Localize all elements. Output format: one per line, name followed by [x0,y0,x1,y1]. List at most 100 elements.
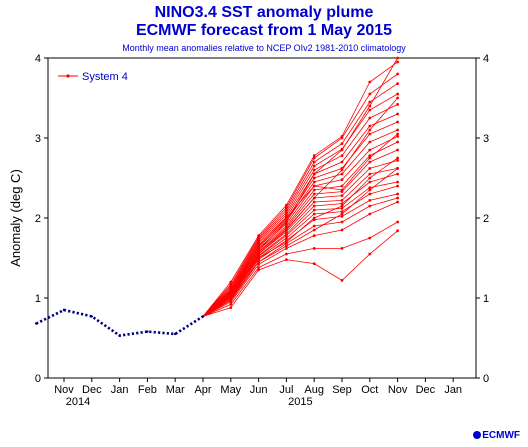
forecast-member-line [202,221,398,317]
forecast-point [285,232,288,236]
forecast-point [340,168,344,172]
forecast-point [257,248,260,252]
forecast-point [229,292,233,296]
forecast-point [368,176,372,180]
x-tick-label: Nov [54,384,74,396]
forecast-point [368,80,372,84]
forecast-point [396,180,399,184]
y-tick-label-right: 3 [483,133,489,145]
forecast-point [368,124,372,128]
forecast-point [396,172,399,176]
forecast-point [396,128,399,132]
legend-label: System 4 [82,71,128,83]
forecast-member-line [202,113,398,317]
forecast-point [368,156,372,160]
forecast-point [368,108,372,112]
forecast-point [257,266,260,269]
forecast-point [368,167,372,170]
y-tick-label-left: 0 [35,373,41,385]
forecast-point [312,208,316,212]
forecast-point [396,148,399,152]
forecast-point [368,148,372,152]
forecast-point [312,212,316,216]
observed-point [62,308,66,312]
forecast-point [285,220,288,224]
forecast-point [312,247,316,250]
forecast-point [368,186,372,190]
forecast-point [340,135,344,138]
forecast-point [340,207,344,210]
observed-line [35,308,204,337]
forecast-point [368,160,372,164]
forecast-subtitle: ECMWF forecast from 1 May 2015 [135,22,393,39]
forecast-point [285,240,288,244]
x-tick-label: Apr [194,384,211,396]
forecast-point [396,135,399,138]
forecast-point [368,180,372,184]
forecast-point [285,224,288,228]
forecast-point [285,203,288,207]
observed-point [90,315,94,318]
forecast-member-line [202,141,398,317]
forecast-point [340,194,344,198]
x-tick-label: Jan [111,384,129,396]
x-tick-label: Feb [138,384,157,396]
forecast-point [396,72,399,76]
forecast-point [368,154,372,158]
forecast-point [340,172,344,176]
logo-text: ECMWF [482,430,520,441]
observed-point [201,315,205,318]
forecast-point [312,196,316,200]
forecast-point [396,103,399,106]
x-tick-label: Oct [361,384,378,396]
x-tick-label: Dec [416,384,436,396]
ecmwf-logo: ECMWF [473,430,520,441]
forecast-point [368,236,372,240]
forecast-point [340,202,344,206]
forecast-member-line [202,197,398,317]
forecast-point [285,228,288,232]
forecast-point [396,159,399,162]
logo-icon [473,431,482,440]
forecast-point [257,234,260,238]
forecast-point [285,236,288,240]
forecast-point [396,140,399,144]
forecast-point [257,260,260,264]
forecast-point [312,164,316,168]
forecast-point [285,213,288,217]
y-tick-label-left: 1 [35,293,41,305]
y-tick-label-right: 0 [483,373,489,385]
forecast-point [396,192,399,196]
forecast-member-line [202,149,398,317]
forecast-member-line [202,57,398,317]
forecast-point [285,206,288,210]
forecast-point [285,208,288,212]
forecast-point [285,247,288,250]
x-tick-label: Nov [388,384,408,396]
forecast-point [368,116,372,120]
forecast-point [340,148,344,152]
forecast-point [285,244,288,248]
forecast-point [285,211,288,214]
forecast-member-line [202,61,398,317]
forecast-point [368,252,372,256]
forecast-point [312,176,316,180]
climatology-note: Monthly mean anomalies relative to NCEP … [122,43,406,53]
forecast-member-line [202,104,398,317]
forecast-point [396,156,399,160]
forecast-point [312,154,316,158]
forecast-point [257,263,260,266]
legend-marker [66,74,70,78]
forecast-point [312,234,316,238]
forecast-point [229,283,233,286]
forecast-point [257,244,260,248]
y-tick-label-left: 2 [35,213,41,225]
chart-title: NINO3.4 SST anomaly plume [154,4,374,21]
forecast-point [368,140,372,144]
x-tick-label: Jun [250,384,268,396]
x-tick-label: Aug [304,384,324,396]
forecast-point [340,178,344,182]
forecast-member-line [202,201,398,317]
forecast-point [368,204,372,208]
forecast-point [396,120,399,124]
